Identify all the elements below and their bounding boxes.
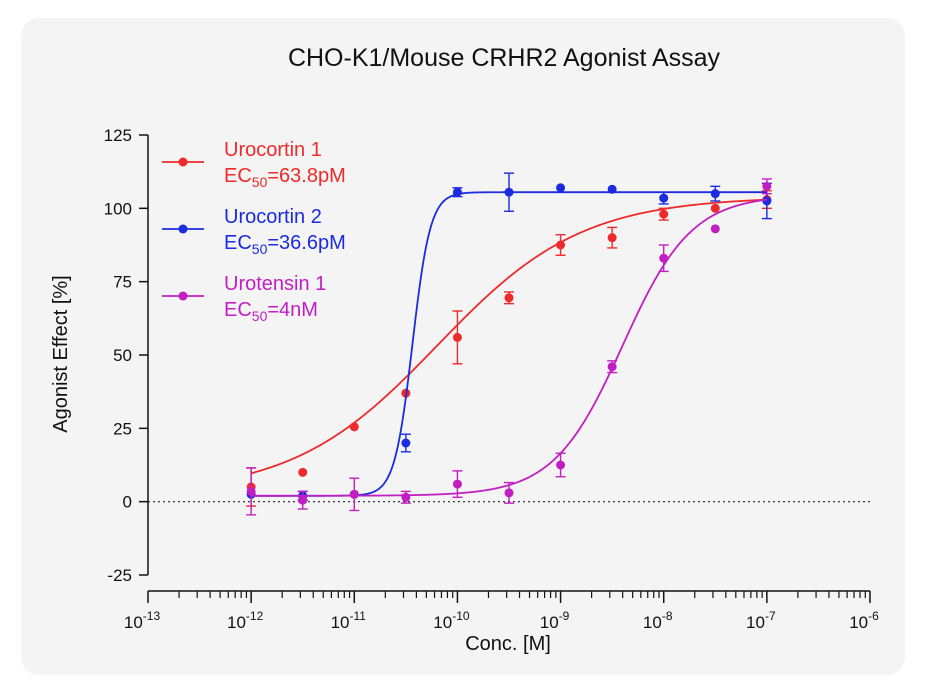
legend-ec50: EC50=36.6pM: [224, 232, 346, 257]
data-point: [710, 224, 720, 234]
data-point: [504, 488, 514, 498]
data-point: [401, 438, 411, 448]
data-point: [659, 193, 669, 203]
y-tick-label: 75: [113, 273, 132, 292]
x-tick-label: 10-9: [540, 609, 570, 632]
data-point: [607, 362, 617, 372]
data-point: [659, 209, 669, 219]
data-point: [452, 479, 462, 489]
legend-ec50: EC50=63.8pM: [224, 165, 346, 190]
x-axis-label: Conc. [M]: [465, 633, 551, 655]
x-tick-label: 10-10: [433, 609, 470, 632]
y-tick-label: -25: [107, 566, 132, 585]
data-point: [607, 184, 617, 194]
data-point: [556, 240, 566, 250]
chart-title: CHO-K1/Mouse CRHR2 Agonist Assay: [288, 44, 721, 72]
data-point: [246, 486, 256, 496]
data-point: [556, 183, 566, 193]
data-point: [452, 332, 462, 342]
x-tick-label: 10-6: [849, 609, 879, 632]
fit-curve-0: [250, 198, 767, 475]
y-axis-label: Agonist Effect [%]: [50, 275, 72, 433]
data-point: [762, 196, 772, 206]
plot-area: -25 0 25 50 75 100 125 10-13 10-12 10-11 10-10 10-9…: [104, 126, 879, 632]
y-tick-label: 50: [113, 346, 132, 365]
data-point: [504, 293, 514, 303]
legend-marker: [178, 157, 188, 167]
data-point: [298, 495, 308, 505]
x-tick-label: 10-7: [746, 609, 776, 632]
data-point: [349, 489, 359, 499]
x-tick-label: 10-12: [227, 609, 264, 632]
legend-label: Urotensin 1: [224, 273, 326, 295]
legend-label: Urocortin 2: [224, 206, 322, 228]
data-point: [710, 203, 720, 213]
legend-marker: [178, 291, 188, 301]
data-point: [504, 187, 514, 197]
legend-marker: [178, 224, 188, 234]
x-tick-label: 10-8: [643, 609, 673, 632]
data-point: [607, 233, 617, 243]
x-tick-label: 10-11: [331, 609, 367, 632]
y-tick-label: 125: [104, 126, 132, 145]
y-tick-label: 100: [104, 199, 132, 218]
data-point: [762, 181, 772, 191]
data-point: [452, 187, 462, 197]
data-point: [349, 422, 359, 432]
legend-label: Urocortin 1: [224, 139, 322, 161]
y-tick-label: 0: [123, 493, 132, 512]
data-point: [659, 253, 669, 263]
data-point: [298, 467, 308, 477]
data-point: [710, 189, 720, 199]
data-point: [401, 492, 411, 502]
legend-ec50: EC50=4nM: [224, 299, 318, 324]
data-point: [556, 460, 566, 470]
chart-card: [21, 18, 905, 675]
y-tick-label: 25: [113, 419, 132, 438]
x-tick-label: 10-13: [124, 609, 161, 632]
